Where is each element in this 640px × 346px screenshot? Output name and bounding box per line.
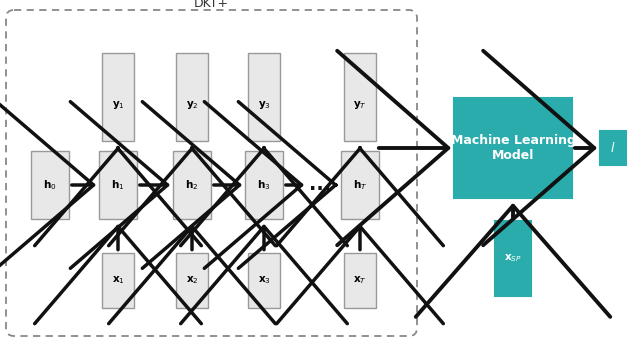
- Text: DKT+: DKT+: [194, 0, 229, 10]
- Text: $\mathbf{x}_{SP}$: $\mathbf{x}_{SP}$: [504, 252, 522, 264]
- Text: $\mathbf{x}_3$: $\mathbf{x}_3$: [257, 274, 271, 286]
- Text: $\mathbf{y}_T$: $\mathbf{y}_T$: [353, 99, 367, 111]
- Text: $\mathbf{x}_2$: $\mathbf{x}_2$: [186, 274, 198, 286]
- Text: $\mathbf{y}_2$: $\mathbf{y}_2$: [186, 99, 198, 111]
- Text: $\mathbf{h}_T$: $\mathbf{h}_T$: [353, 178, 367, 192]
- Text: $\mathbf{x}_1$: $\mathbf{x}_1$: [111, 274, 124, 286]
- Text: $\mathbf{x}_T$: $\mathbf{x}_T$: [353, 274, 367, 286]
- FancyBboxPatch shape: [176, 253, 208, 308]
- FancyBboxPatch shape: [344, 253, 376, 308]
- Text: ...: ...: [309, 175, 331, 194]
- Text: Machine Learning
Model: Machine Learning Model: [451, 134, 575, 162]
- FancyBboxPatch shape: [495, 220, 531, 295]
- FancyBboxPatch shape: [176, 53, 208, 141]
- FancyBboxPatch shape: [600, 131, 626, 165]
- FancyBboxPatch shape: [102, 253, 134, 308]
- FancyBboxPatch shape: [31, 151, 69, 219]
- FancyBboxPatch shape: [173, 151, 211, 219]
- Text: $\mathbf{h}_2$: $\mathbf{h}_2$: [186, 178, 198, 192]
- FancyBboxPatch shape: [248, 253, 280, 308]
- Text: $\mathbf{h}_3$: $\mathbf{h}_3$: [257, 178, 271, 192]
- FancyBboxPatch shape: [99, 151, 137, 219]
- FancyBboxPatch shape: [341, 151, 379, 219]
- Text: $\mathbf{h}_0$: $\mathbf{h}_0$: [43, 178, 57, 192]
- Text: $\it{l}$: $\it{l}$: [611, 141, 616, 155]
- FancyBboxPatch shape: [454, 98, 572, 198]
- Text: $\mathbf{y}_1$: $\mathbf{y}_1$: [111, 99, 124, 111]
- FancyBboxPatch shape: [245, 151, 283, 219]
- Text: $\mathbf{y}_3$: $\mathbf{y}_3$: [257, 99, 271, 111]
- FancyBboxPatch shape: [344, 53, 376, 141]
- FancyBboxPatch shape: [248, 53, 280, 141]
- Text: $\mathbf{h}_1$: $\mathbf{h}_1$: [111, 178, 125, 192]
- FancyBboxPatch shape: [102, 53, 134, 141]
